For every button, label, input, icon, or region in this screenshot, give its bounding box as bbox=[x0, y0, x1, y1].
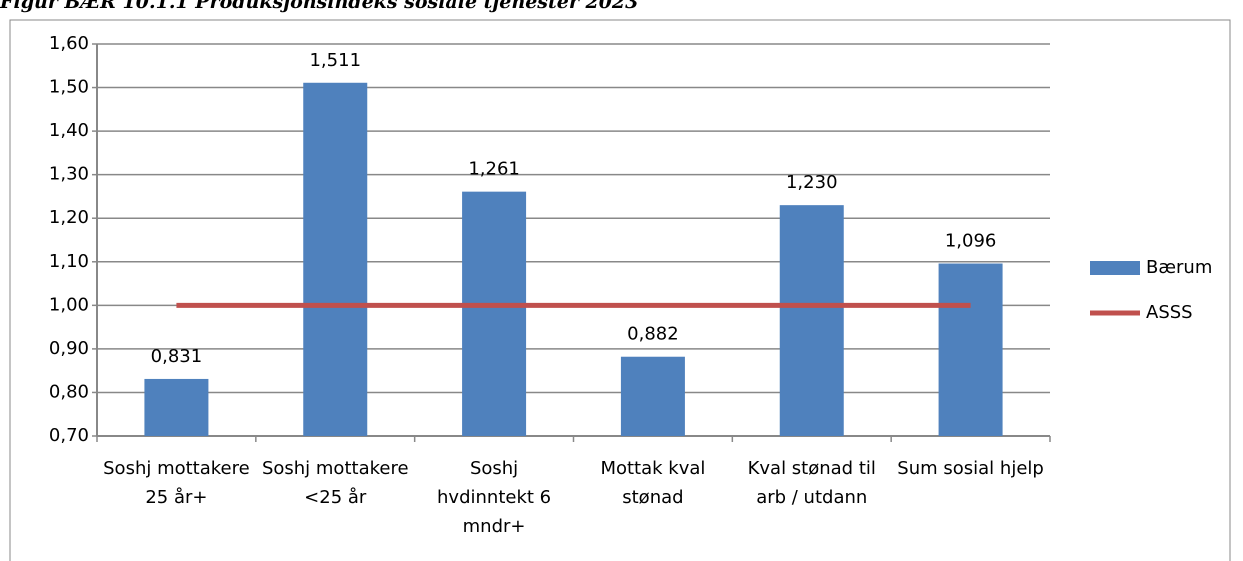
bar bbox=[303, 82, 368, 437]
value-label: 1,230 bbox=[786, 172, 838, 193]
x-tick-label: Soshj hvdinntekt 6 mndr+ bbox=[437, 458, 552, 537]
bar bbox=[938, 263, 1003, 436]
value-label: 1,261 bbox=[468, 159, 520, 180]
x-tick-label: Soshj mottakere <25 år bbox=[261, 458, 409, 508]
chart-title: Figur BÆR 10.1.1 Produksjonsindeks sosia… bbox=[0, 0, 638, 13]
y-tick-label: 1,00 bbox=[49, 294, 89, 315]
x-tick-label: Mottak kval stønad bbox=[600, 458, 706, 508]
y-tick-label: 0,80 bbox=[49, 381, 89, 402]
y-tick-label: 1,60 bbox=[49, 33, 89, 54]
value-label: 1,511 bbox=[309, 50, 361, 71]
y-tick-label: 1,10 bbox=[49, 251, 89, 272]
bar bbox=[144, 378, 209, 436]
x-tick-label: Kval stønad til arb / utdann bbox=[747, 458, 876, 508]
x-tick-label: Soshj mottakere 25 år+ bbox=[103, 458, 250, 508]
x-tick-label: Sum sosial hjelp bbox=[897, 458, 1044, 479]
y-tick-label: 0,70 bbox=[49, 425, 89, 446]
legend-label: ASSS bbox=[1146, 302, 1193, 323]
chart-frame bbox=[9, 19, 1231, 561]
y-tick-label: 1,40 bbox=[49, 120, 89, 141]
value-label: 0,882 bbox=[627, 324, 679, 345]
value-label: 0,831 bbox=[151, 346, 203, 367]
bar bbox=[620, 356, 685, 436]
legend-label: Bærum bbox=[1146, 257, 1212, 278]
y-tick-label: 0,90 bbox=[49, 338, 89, 359]
y-tick-label: 1,50 bbox=[49, 77, 89, 98]
y-tick-label: 1,30 bbox=[49, 164, 89, 185]
value-label: 1,096 bbox=[945, 231, 997, 252]
bar bbox=[779, 205, 844, 436]
y-tick-label: 1,20 bbox=[49, 207, 89, 228]
legend-swatch bbox=[1090, 261, 1140, 275]
bar bbox=[462, 191, 527, 436]
